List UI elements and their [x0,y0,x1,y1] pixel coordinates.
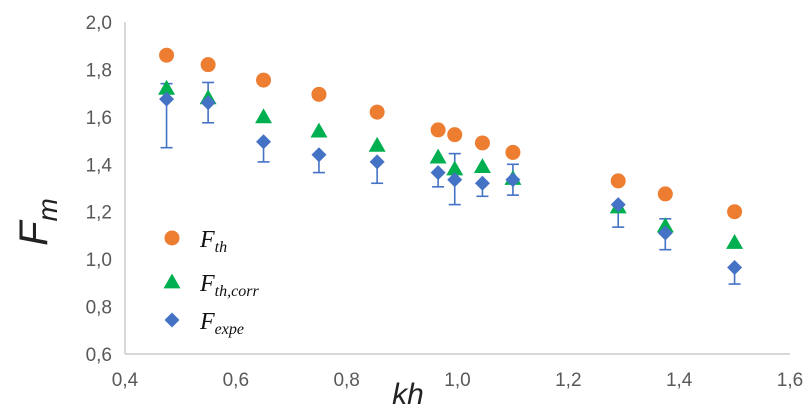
legend-marker-diamond [164,312,180,328]
y-tick-label: 1,0 [86,250,112,271]
y-tick-label: 1,8 [86,60,112,81]
axes [124,22,790,355]
data-point-circle [610,173,626,189]
data-point-triangle [473,158,491,174]
legend-label-main: F [199,271,215,297]
data-point-diamond [727,259,743,275]
data-point-circle [369,104,385,120]
x-tick-label: 0,4 [112,370,139,391]
data-point-triangle [310,122,328,138]
legend-marker-triangle [163,273,181,289]
data-point-diamond [200,95,216,111]
y-tick-label: 1,2 [86,203,112,224]
x-tick-label: 0,8 [333,370,359,391]
y-axis-title-sub: m [32,198,63,221]
data-point-circle [256,72,272,88]
data-point-triangle [446,160,464,176]
y-tick-label: 0,8 [86,298,112,319]
data-point-triangle [429,148,447,164]
x-tick-label: 1,6 [777,370,803,391]
data-point-circle [200,57,216,73]
legend-label: Fth,corr [199,271,259,300]
data-point-diamond [447,172,463,188]
x-tick-label: 1,4 [666,370,693,391]
x-tick-labels: 0,4 0,6 0,8 1,0 1,2 1,4 1,6 [112,370,803,391]
legend-label-sub: th [215,239,227,256]
data-point-triangle [255,108,273,124]
legend-item: Fth [164,227,227,256]
legend-label-sub: th,corr [215,283,260,300]
data-point-diamond [610,197,626,213]
x-tick-label: 0,6 [223,370,249,391]
legend-marker-circle [164,230,180,246]
y-tick-label: 1,4 [86,155,113,176]
legend-label: Fexpe [199,309,244,338]
y-tick-labels: 0,6 0,8 1,0 1,2 1,4 1,6 1,8 2,0 [86,13,113,366]
data-point-circle [311,86,327,102]
y-tick-label: 2,0 [86,13,112,34]
y-axis-title: Fm [12,198,63,246]
data-point-circle [727,204,743,220]
data-point-circle [505,144,521,160]
data-point-circle [657,186,673,202]
data-point-triangle [656,217,674,233]
x-tick-label: 1,0 [444,370,470,391]
data-point-diamond [311,147,327,163]
data-point-circle [474,135,490,151]
x-axis-title: kh [392,378,424,409]
y-axis-title-main: F [12,219,56,246]
x-tick-label: 1,2 [555,370,581,391]
data-point-circle [430,122,446,138]
legend-item: Fth,corr [163,271,259,300]
y-tick-label: 0,6 [86,345,112,366]
legend-item: Fexpe [164,309,244,338]
data-point-circle [159,47,175,63]
data-point-diamond [657,225,673,241]
data-point-triangle [158,79,176,95]
data-point-diamond [474,175,490,191]
data-point-diamond [505,172,521,188]
data-points [158,47,744,275]
y-tick-label: 1,6 [86,108,112,129]
legend-label: Fth [199,227,227,256]
data-point-diamond [430,165,446,181]
legend-label-main: F [199,227,215,253]
data-point-triangle [368,136,386,152]
error-bars [160,81,741,285]
data-point-diamond [256,134,272,150]
legend-label-main: F [199,309,215,335]
data-point-triangle [726,234,744,249]
data-point-diamond [369,154,385,170]
legend-label-sub: expe [215,321,244,338]
data-point-diamond [159,91,175,107]
data-point-circle [447,127,463,143]
